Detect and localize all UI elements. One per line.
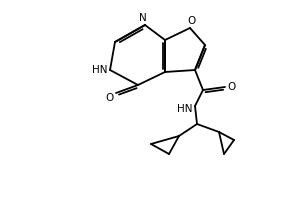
Text: O: O — [227, 82, 235, 92]
Text: O: O — [106, 93, 114, 103]
Text: O: O — [188, 16, 196, 26]
Text: HN: HN — [177, 104, 193, 114]
Text: HN: HN — [92, 65, 108, 75]
Text: N: N — [139, 13, 147, 23]
